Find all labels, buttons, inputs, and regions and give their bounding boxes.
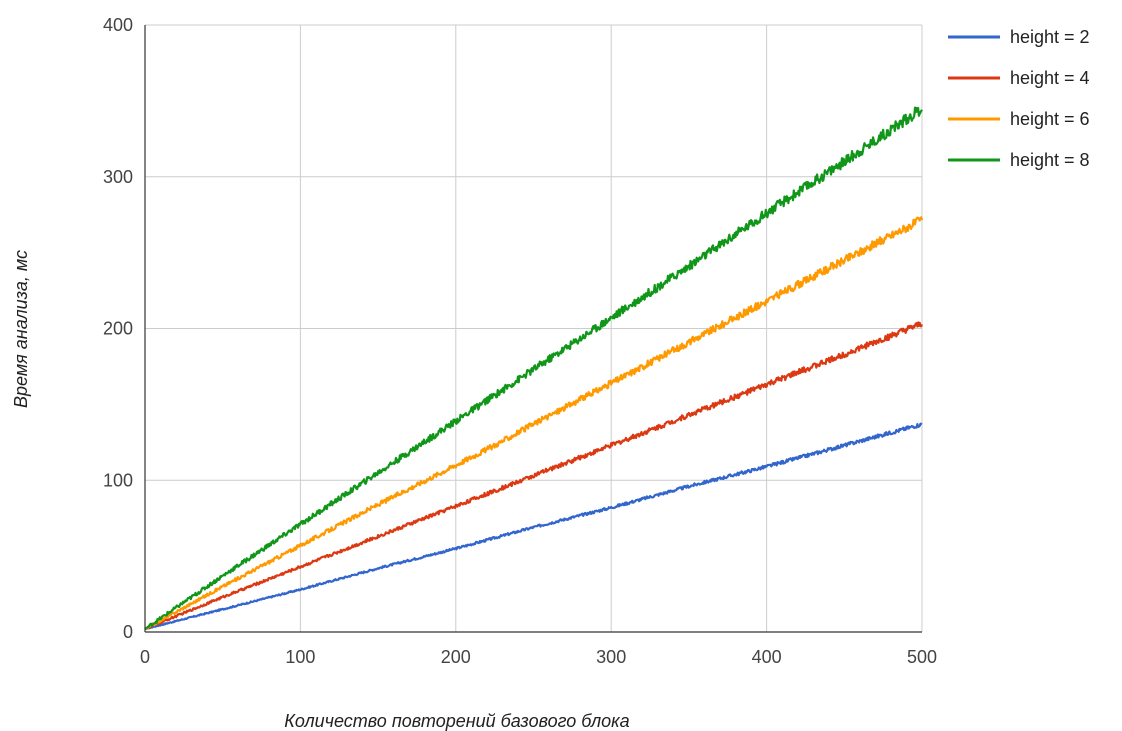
- series-line-2: [144, 321, 924, 630]
- legend-label: height = 8: [1010, 150, 1090, 170]
- series-lines: [144, 106, 924, 631]
- data-point: [920, 322, 924, 326]
- series-line-1: [144, 422, 923, 631]
- data-point: [221, 595, 225, 599]
- x-tick-label: 200: [441, 647, 471, 667]
- data-point: [298, 565, 302, 569]
- data-point: [765, 299, 769, 303]
- data-point: [920, 422, 924, 426]
- data-point: [765, 383, 769, 387]
- data-point: [221, 607, 225, 611]
- data-point: [532, 422, 536, 426]
- x-tick-label: 400: [752, 647, 782, 667]
- data-point: [687, 264, 691, 268]
- data-point: [454, 547, 458, 551]
- data-point: [221, 574, 225, 578]
- data-point: [376, 534, 380, 538]
- y-tick-label: 200: [103, 319, 133, 339]
- legend-label: height = 2: [1010, 27, 1090, 47]
- legend: height = 2 height = 4 height = 6 height = 8: [948, 27, 1090, 170]
- data-point: [221, 584, 225, 588]
- y-tick-label: 100: [103, 470, 133, 490]
- data-point: [493, 393, 497, 397]
- data-point: [609, 443, 613, 447]
- data-point: [609, 381, 613, 385]
- data-point: [842, 352, 846, 356]
- data-point: [532, 474, 536, 478]
- data-point: [687, 413, 691, 417]
- y-tick-label: 400: [103, 15, 133, 35]
- data-point: [609, 316, 613, 320]
- data-point: [454, 419, 458, 423]
- series-line-3: [144, 216, 924, 630]
- data-point: [765, 465, 769, 469]
- data-point: [765, 211, 769, 215]
- data-point: [532, 525, 536, 529]
- data-point: [376, 503, 380, 507]
- x-tick-label: 0: [140, 647, 150, 667]
- data-point: [920, 217, 924, 221]
- data-point: [687, 340, 691, 344]
- data-point: [687, 484, 691, 488]
- data-point: [493, 443, 497, 447]
- data-point: [298, 588, 302, 592]
- data-point: [920, 106, 924, 110]
- y-axis-title: Время анализа, мс: [11, 250, 31, 408]
- x-tick-label: 500: [907, 647, 937, 667]
- data-point: [298, 522, 302, 526]
- tick-labels: 0 100 200 300 400 500 0 100 200 300 400: [103, 15, 937, 667]
- series-line-4: [144, 106, 923, 630]
- y-tick-label: 0: [123, 622, 133, 642]
- grid-lines: [145, 24, 923, 632]
- data-point: [493, 536, 497, 540]
- legend-label: height = 6: [1010, 109, 1090, 129]
- y-tick-label: 300: [103, 167, 133, 187]
- legend-label: height = 4: [1010, 68, 1090, 88]
- data-point: [454, 463, 458, 467]
- data-point: [532, 367, 536, 371]
- data-point: [376, 566, 380, 570]
- x-tick-label: 300: [596, 647, 626, 667]
- x-axis-title: Количество повторений базового блока: [284, 711, 629, 731]
- data-point: [842, 160, 846, 164]
- x-tick-label: 100: [285, 647, 315, 667]
- data-point: [454, 504, 458, 508]
- data-point: [298, 544, 302, 548]
- data-point: [493, 489, 497, 493]
- data-point: [842, 258, 846, 262]
- data-point: [609, 506, 613, 510]
- data-point: [842, 443, 846, 447]
- axes: [144, 25, 922, 633]
- data-point: [376, 471, 380, 475]
